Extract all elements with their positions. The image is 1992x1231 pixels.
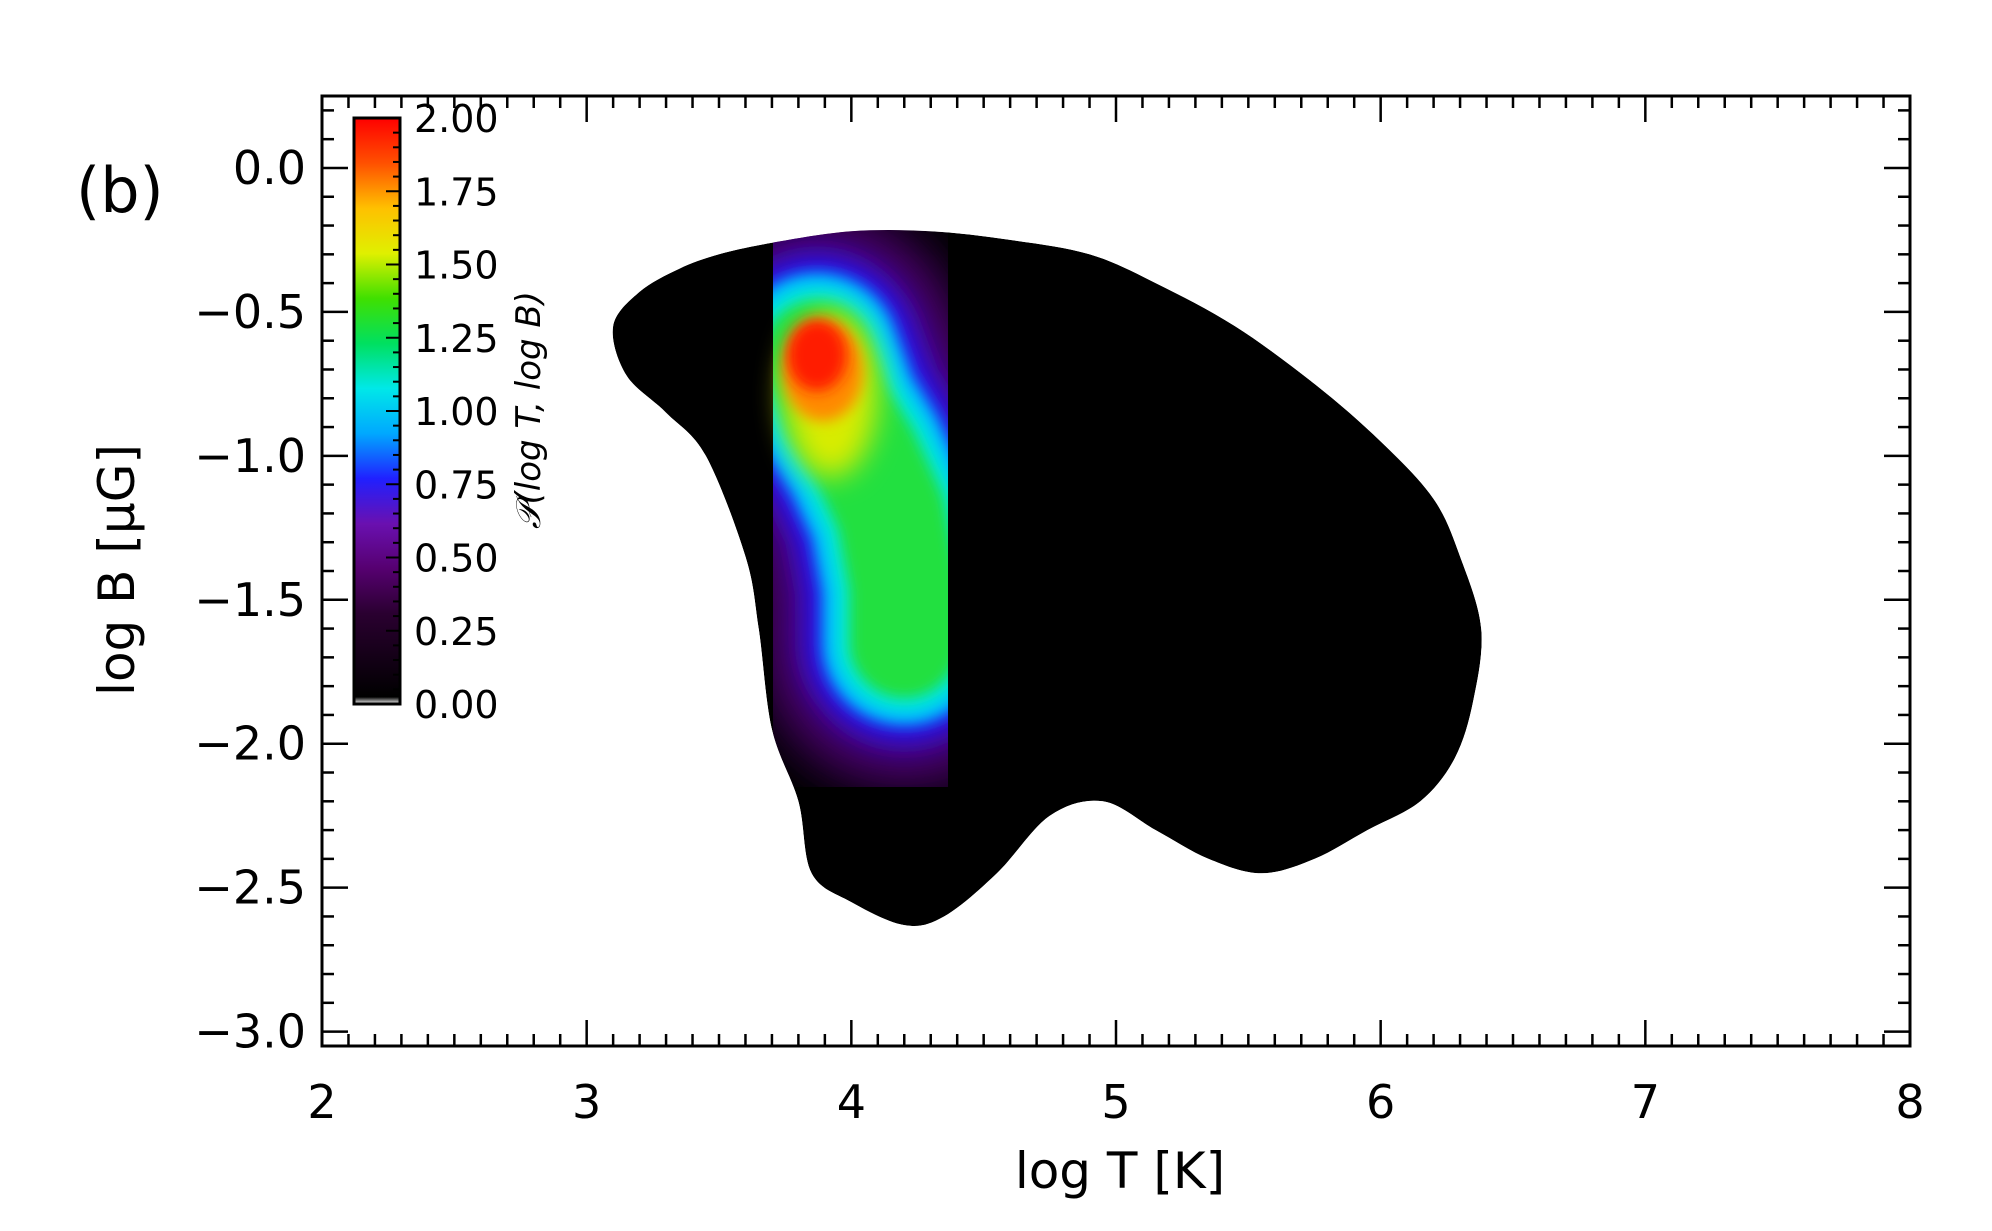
y-tick-label: −0.5 [194, 285, 306, 339]
x-axis-title: log T [K] [1015, 1142, 1225, 1200]
colorbar-tick-label: 0.00 [414, 683, 499, 727]
colorbar-tick-label: 1.50 [414, 244, 499, 288]
panel-label: (b) [76, 154, 164, 227]
x-tick-label: 6 [1366, 1075, 1395, 1129]
x-tick-label: 8 [1895, 1075, 1924, 1129]
x-tick-label: 4 [837, 1075, 866, 1129]
y-tick-label: −1.0 [194, 429, 306, 483]
y-axis-ticks [322, 109, 1910, 1033]
y-axis-title: log B [μG] [88, 444, 146, 696]
x-tick-label: 3 [572, 1075, 601, 1129]
colorbar-ticks [386, 117, 400, 705]
y-tick-label: −3.0 [194, 1005, 306, 1059]
x-tick-label: 5 [1101, 1075, 1130, 1129]
x-tick-label: 7 [1631, 1075, 1660, 1129]
colorbar-title: 𝒫(log T, log B) [509, 291, 549, 529]
x-axis-tick-labels: 2 3 4 5 6 7 8 [307, 1075, 1924, 1129]
colorbar-tick-label: 2.00 [414, 97, 499, 141]
colorbar-tick-label: 1.00 [414, 390, 499, 434]
y-axis-tick-labels: 0.0 −0.5 −1.0 −1.5 −2.0 −2.5 −3.0 [194, 141, 306, 1059]
x-tick-label: 2 [307, 1075, 336, 1129]
y-tick-label: −2.5 [194, 861, 306, 915]
colorbar: 0.00 0.25 0.50 0.75 1.00 1.25 1.50 1.75 2.00 𝒫(l… [352, 97, 549, 727]
x-axis-ticks [320, 96, 1912, 1046]
colorbar-tick-label: 1.25 [414, 317, 499, 361]
colorbar-tick-label: 0.50 [414, 537, 499, 581]
colorbar-tick-label: 0.75 [414, 463, 499, 507]
colorbar-tick-label: 0.25 [414, 610, 499, 654]
colorbar-tick-labels: 0.00 0.25 0.50 0.75 1.00 1.25 1.50 1.75 2.00 [414, 97, 499, 727]
density-field [612, 230, 1482, 926]
plot-axes: 2 3 4 5 6 7 8 0.0 −0.5 −1.0 −1.5 −2.0 −2.5 −3.0 [194, 94, 1925, 1129]
colorbar-tick-label: 1.75 [414, 170, 499, 214]
y-tick-label: 0.0 [233, 141, 306, 195]
density-peak [786, 319, 847, 392]
y-tick-label: −1.5 [194, 573, 306, 627]
y-tick-label: −2.0 [194, 717, 306, 771]
